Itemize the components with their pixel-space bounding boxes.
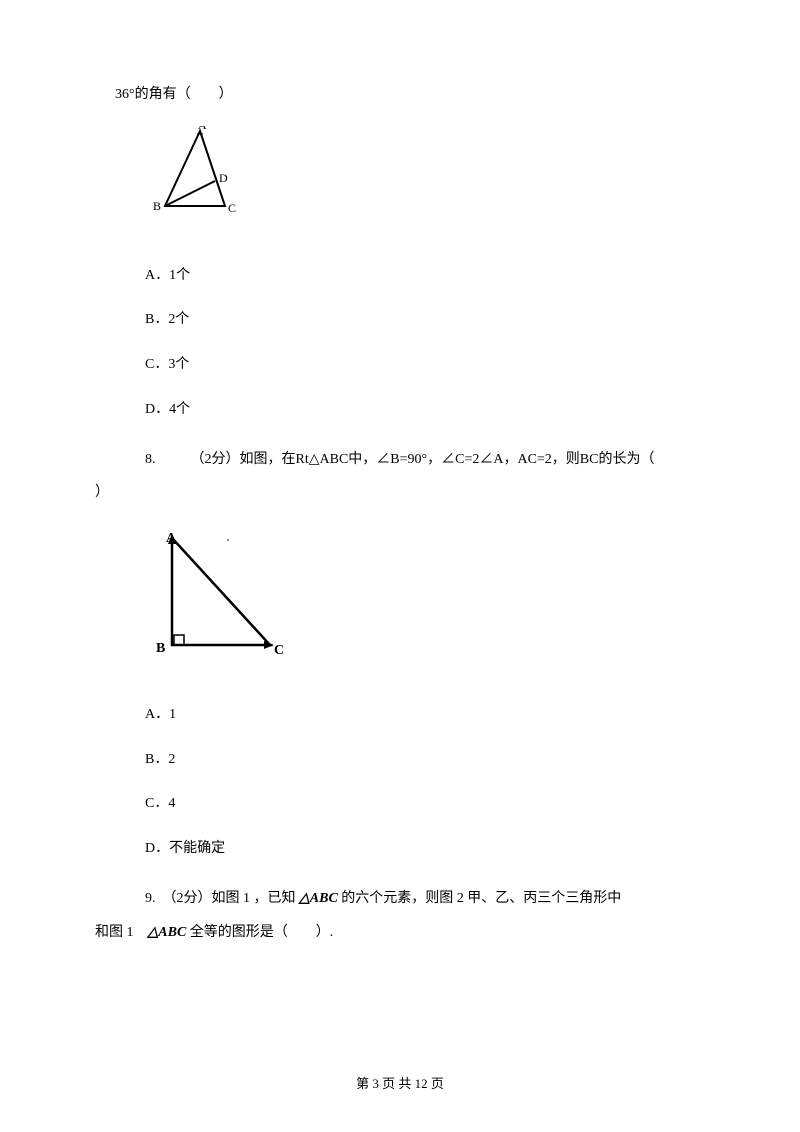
label-A: A	[198, 126, 207, 132]
q9-line2: 和图 1 △ABC 全等的图形是（ ）.	[95, 916, 705, 950]
option-8A: A．1	[145, 693, 705, 738]
q9-part2b: 全等的图形是（ ）.	[186, 925, 333, 940]
label-B: B	[153, 199, 161, 213]
q7-continuation: 36°的角有（ ）	[115, 80, 705, 111]
q8-close: ）	[95, 476, 705, 510]
option-7D: D．4个	[145, 388, 705, 433]
label-C: C	[228, 201, 236, 215]
option-7A: A．1个	[145, 254, 705, 299]
q8-options: A．1 B．2 C．4 D．不能确定	[145, 693, 705, 872]
option-8C: C．4	[145, 782, 705, 827]
q7-options: A．1个 B．2个 C．3个 D．4个	[145, 254, 705, 433]
option-8B: B．2	[145, 738, 705, 783]
page-footer: 第 3 页 共 12 页	[0, 1073, 800, 1092]
option-7B: B．2个	[145, 298, 705, 343]
option-8D: D．不能确定	[145, 827, 705, 872]
triangle-abc-math-1: △ABC	[299, 891, 338, 906]
q8-text: 8. （2分）如图，在Rt△ABC中，∠B=90°，∠C=2∠A，AC=2，则B…	[145, 443, 705, 477]
option-7C: C．3个	[145, 343, 705, 388]
triangle-abc-math-2: △ABC	[148, 925, 187, 940]
label-B: B	[156, 641, 165, 656]
label-A: A	[166, 531, 177, 546]
q9-part1b: 的六个元素，则图 2 甲、乙、丙三个三角形中	[338, 891, 622, 906]
q9-part1a: 9. （2分）如图 1 ，已知	[145, 891, 299, 906]
figure-right-triangle-abc: A B C	[150, 530, 705, 673]
figure-triangle-abcd: A B C D	[145, 126, 705, 234]
q9-part2a: 和图 1	[95, 925, 148, 940]
q9-line1: 9. （2分）如图 1 ，已知 △ABC 的六个元素，则图 2 甲、乙、丙三个三…	[145, 882, 705, 916]
label-C: C	[274, 643, 284, 658]
label-D: D	[219, 171, 228, 185]
